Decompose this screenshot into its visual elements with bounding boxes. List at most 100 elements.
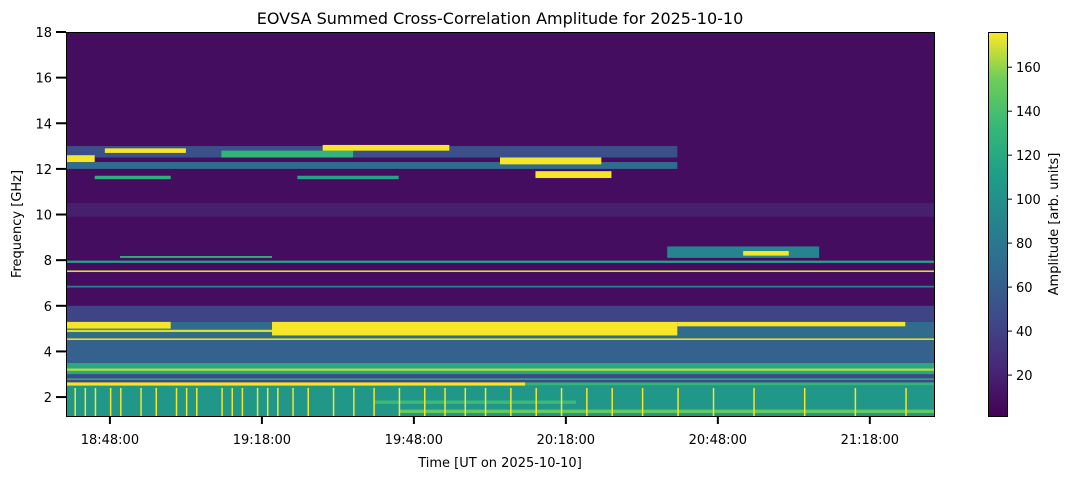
heatmap-spike	[905, 387, 907, 416]
heatmap-band	[66, 146, 678, 158]
heatmap-spike	[586, 387, 588, 416]
heatmap-spike	[140, 387, 142, 416]
heatmap-spike	[120, 387, 122, 416]
heatmap-band	[66, 162, 678, 169]
heatmap-spike	[854, 387, 857, 416]
heatmap-spike	[484, 387, 487, 416]
heatmap-spike	[753, 387, 755, 416]
colorbar	[988, 32, 1008, 417]
heatmap-band	[667, 246, 820, 258]
heatmap-spike	[464, 387, 467, 416]
colorbar-label: Amplitude [arb. units]	[1047, 153, 1062, 296]
plot-frame	[66, 32, 935, 417]
heatmap-band	[66, 155, 95, 163]
heatmap-spike	[677, 387, 679, 416]
heatmap-spike	[424, 387, 426, 416]
heatmap-spike	[307, 387, 309, 416]
colorbar-tick-label: 160	[1016, 61, 1041, 76]
heatmap-spike	[256, 387, 259, 416]
heatmap-band	[66, 285, 934, 288]
colorbar-tick-label: 100	[1016, 193, 1041, 208]
heatmap-band	[535, 171, 612, 179]
chart-title: EOVSA Summed Cross-Correlation Amplitude…	[257, 9, 744, 28]
heatmap-spike	[398, 387, 401, 416]
heatmap-band	[525, 382, 934, 386]
colorbar-tick-label: 40	[1016, 325, 1033, 340]
heatmap-spike	[241, 387, 244, 416]
y-tick-label: 10	[35, 209, 52, 224]
x-tick-label: 20:18:00	[537, 433, 595, 448]
colorbar-tick-label: 120	[1016, 149, 1041, 164]
x-axis: 18:48:00 19:18:00 19:48:00 20:18:00 20:48:00…	[81, 416, 899, 448]
y-tick-label: 16	[35, 72, 52, 87]
heatmap-spike	[94, 387, 97, 416]
heatmap-spike	[332, 387, 335, 416]
y-tick-label: 6	[44, 300, 52, 315]
heatmap-band	[500, 157, 602, 165]
y-tick-label: 14	[35, 117, 52, 132]
heatmap-band	[66, 340, 934, 363]
heatmap-band	[322, 144, 450, 151]
y-axis-label: Frequency [GHz]	[10, 170, 25, 278]
heatmap-spike	[373, 387, 375, 416]
x-tick-label: 21:18:00	[841, 433, 899, 448]
heatmap-spike	[196, 387, 198, 416]
heatmap-spike	[535, 387, 537, 416]
heatmap-spike	[221, 387, 223, 416]
heatmap-spike	[74, 387, 76, 416]
x-axis-label: Time [UT on 2025-10-10]	[417, 456, 582, 471]
heatmap-band	[66, 270, 934, 273]
colorbar-axis: 20 40 60 80 100 120 140 160	[1008, 61, 1041, 384]
heatmap-band	[272, 321, 678, 336]
heatmap-spike	[641, 387, 644, 416]
x-tick-label: 18:48:00	[81, 433, 139, 448]
heatmap-band	[398, 409, 935, 414]
heatmap-band	[743, 251, 789, 256]
heatmap-band	[297, 175, 399, 180]
y-tick-label: 2	[44, 391, 52, 406]
y-tick-label: 8	[44, 254, 52, 269]
heatmap-band	[66, 260, 934, 263]
heatmap-spike	[231, 387, 233, 416]
heatmap-spike	[175, 387, 178, 416]
colorbar-tick-label: 60	[1016, 281, 1033, 296]
heatmap-spike	[277, 387, 279, 416]
heatmap-spike	[712, 387, 715, 416]
heatmap-band	[66, 203, 934, 217]
x-tick-label: 20:48:00	[689, 433, 747, 448]
heatmap-band	[66, 368, 934, 371]
heatmap-spike	[353, 387, 355, 416]
heatmap-spike	[185, 387, 188, 416]
heatmap-band	[66, 338, 934, 341]
y-tick-label: 12	[35, 163, 52, 178]
heatmap-band	[104, 148, 186, 153]
heatmap-band	[66, 329, 374, 333]
heatmap-spike	[510, 387, 512, 416]
heatmap-band	[677, 321, 906, 327]
heatmap-band	[66, 305, 934, 322]
heatmap-spike	[803, 387, 806, 416]
y-axis: 2 4 6 8 10 12 14 16 18	[35, 26, 66, 406]
heatmap-spike	[266, 387, 269, 416]
x-tick-label: 19:18:00	[233, 433, 291, 448]
heatmap-spike	[155, 387, 158, 416]
heatmap-band	[66, 382, 526, 386]
heatmap-band	[373, 400, 576, 404]
plot-area	[66, 32, 935, 416]
y-tick-label: 18	[35, 26, 52, 41]
heatmap-spike	[292, 387, 294, 416]
colorbar-tick-label: 80	[1016, 237, 1033, 252]
heatmap-spike	[611, 387, 613, 416]
heatmap-band	[94, 175, 171, 180]
heatmap-spike	[444, 387, 446, 416]
colorbar-tick-label: 20	[1016, 369, 1033, 384]
heatmap-band	[66, 374, 934, 383]
heatmap-band	[221, 150, 354, 158]
heatmap-band	[66, 321, 171, 329]
heatmap-spike	[109, 387, 112, 416]
x-tick-label: 19:48:00	[385, 433, 443, 448]
y-tick-label: 4	[44, 345, 52, 360]
heatmap-spike	[560, 387, 563, 416]
heatmap-spike	[84, 387, 87, 416]
